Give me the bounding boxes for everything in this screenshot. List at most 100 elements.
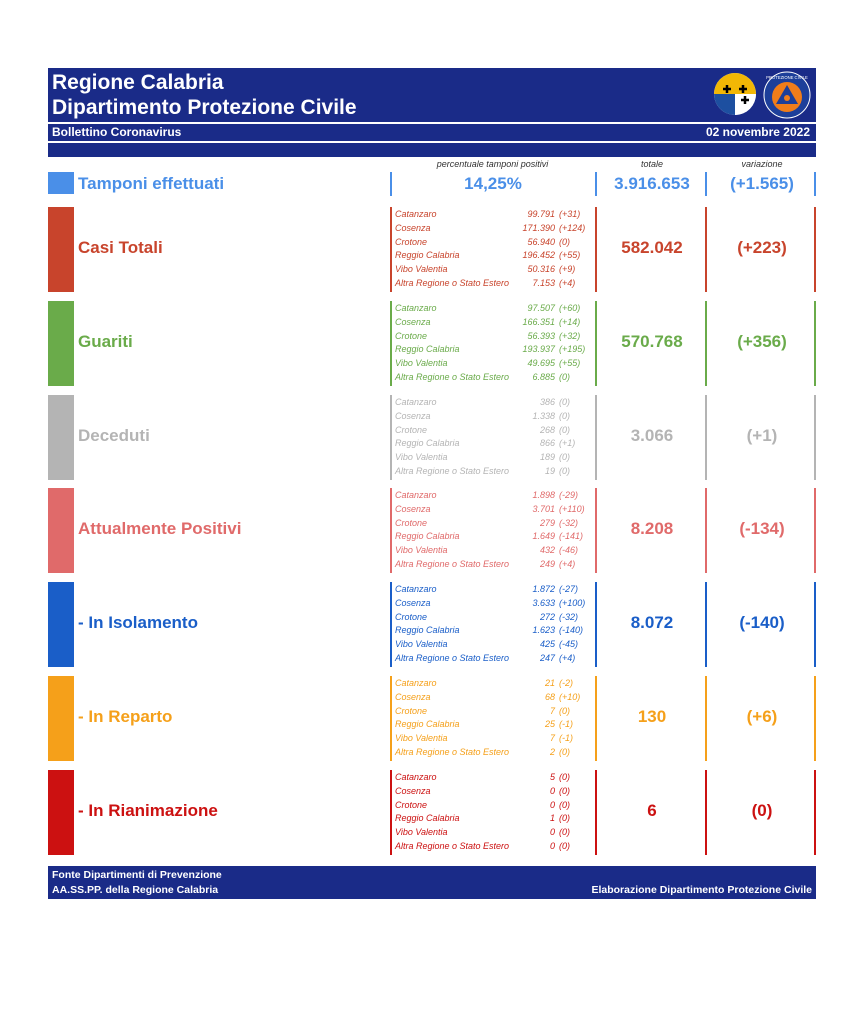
section-total: 3.066 [630, 426, 674, 445]
province-delta: (-46) [559, 545, 579, 556]
province-value: 196.452 [522, 250, 555, 261]
province-name: Catanzaro [395, 209, 437, 219]
province-delta: (-45) [559, 639, 579, 650]
section-color-bar [48, 207, 74, 292]
divider [595, 172, 597, 196]
province-name: Altra Regione o Stato Estero [395, 747, 510, 757]
province-delta: (+31) [559, 209, 581, 219]
section-variation: (-140) [739, 613, 785, 632]
bulletin-bar: Bollettino Coronavirus 02 novembre 2022 [48, 124, 816, 141]
province-row: Cosenza 3.701 (+110) [395, 502, 600, 516]
province-row: Reggio Calabria 866 (+1) [395, 436, 600, 450]
province-delta: (-32) [559, 611, 579, 622]
province-name: Catanzaro [395, 303, 437, 313]
province-value: 5 [549, 772, 555, 782]
province-row: Reggio Calabria 1 (0) [395, 811, 600, 825]
province-row: Cosenza 171.390 (+124) [395, 221, 600, 235]
section-row: Guariti Catanzaro 97.507 (+60) Cosenza 166.35… [48, 301, 816, 386]
section-total: 130 [637, 707, 667, 726]
province-value: 425 [539, 639, 555, 650]
province-value: 1 [549, 813, 555, 824]
province-delta: (+124) [559, 222, 586, 233]
divider [814, 582, 816, 667]
province-row: Vibo Valentia 425 (-45) [395, 637, 600, 651]
province-name: Vibo Valentia [395, 358, 448, 369]
province-delta: (0) [559, 372, 570, 382]
province-delta: (-140) [559, 625, 584, 636]
divider [595, 301, 597, 386]
section-color-bar [48, 301, 74, 386]
divider [595, 488, 597, 573]
footer-elaboration: Elaborazione Dipartimento Protezione Civ… [591, 884, 812, 896]
province-value: 386 [539, 397, 555, 407]
province-value: 268 [539, 424, 555, 435]
region-title: Regione Calabria [52, 71, 224, 94]
province-name: Vibo Valentia [395, 264, 448, 275]
section-label: Deceduti [78, 426, 150, 445]
province-name: Crotone [395, 517, 428, 528]
province-name: Vibo Valentia [395, 827, 448, 838]
divider [390, 676, 392, 761]
divider [705, 770, 707, 855]
province-value: 56.940 [527, 236, 555, 247]
divider [705, 395, 707, 480]
divider [814, 395, 816, 480]
province-row: Reggio Calabria 1.623 (-140) [395, 623, 600, 637]
province-delta: (+10) [559, 691, 581, 702]
province-row: Altra Regione o Stato Estero 0 (0) [395, 839, 600, 853]
province-value: 7 [549, 705, 555, 716]
province-delta: (-29) [559, 490, 579, 500]
divider [595, 207, 597, 292]
province-value: 279 [539, 517, 555, 528]
province-name: Catanzaro [395, 678, 437, 688]
province-name: Altra Regione o Stato Estero [395, 278, 510, 288]
divider [390, 582, 392, 667]
province-name: Reggio Calabria [395, 813, 460, 824]
province-delta: (-32) [559, 517, 579, 528]
province-name: Reggio Calabria [395, 625, 460, 636]
province-name: Reggio Calabria [395, 344, 460, 355]
province-name: Catanzaro [395, 397, 437, 407]
province-value: 49.695 [527, 358, 555, 369]
province-delta: (0) [559, 452, 570, 463]
divider [705, 676, 707, 761]
province-row: Cosenza 3.633 (+100) [395, 596, 600, 610]
province-value: 3.701 [532, 503, 555, 514]
divider [814, 301, 816, 386]
section-variation: (+6) [746, 707, 778, 726]
province-row: Catanzaro 1.898 (-29) [395, 488, 600, 502]
province-row: Altra Regione o Stato Estero 2 (0) [395, 745, 600, 759]
province-delta: (0) [559, 799, 570, 810]
province-delta: (+60) [559, 303, 581, 313]
footer-source: Fonte Dipartimenti di Prevenzione [52, 869, 222, 881]
tamponi-pct: 14,25% [464, 174, 522, 193]
section-total: 8.072 [630, 613, 674, 632]
province-value: 0 [549, 799, 555, 810]
province-value: 99.791 [527, 209, 555, 219]
province-delta: (0) [559, 424, 570, 435]
province-name: Vibo Valentia [395, 452, 448, 463]
province-delta: (+14) [559, 316, 581, 327]
divider [814, 172, 816, 196]
header-banner: Regione Calabria Dipartimento Protezione… [48, 68, 816, 122]
province-value: 68 [544, 691, 555, 702]
province-delta: (+32) [559, 330, 581, 341]
bulletin-date: 02 novembre 2022 [705, 125, 810, 139]
province-name: Reggio Calabria [395, 719, 460, 730]
total-column-header: totale [640, 159, 664, 169]
province-delta: (+100) [559, 597, 586, 608]
province-delta: (0) [559, 747, 570, 757]
province-row: Vibo Valentia 189 (0) [395, 450, 600, 464]
province-delta: (-1) [559, 719, 573, 730]
province-value: 6.885 [532, 372, 555, 382]
province-value: 249 [539, 559, 555, 569]
svg-text:PROTEZIONE CIVILE: PROTEZIONE CIVILE [766, 75, 808, 80]
province-delta: (0) [559, 785, 570, 796]
province-row: Altra Regione o Stato Estero 19 (0) [395, 464, 600, 478]
province-name: Altra Regione o Stato Estero [395, 466, 510, 476]
section-row: Attualmente Positivi Catanzaro 1.898 (-29) C… [48, 488, 816, 573]
province-row: Cosenza 166.351 (+14) [395, 315, 600, 329]
divider [705, 488, 707, 573]
section-variation: (+356) [737, 332, 787, 351]
province-value: 1.338 [532, 410, 555, 421]
